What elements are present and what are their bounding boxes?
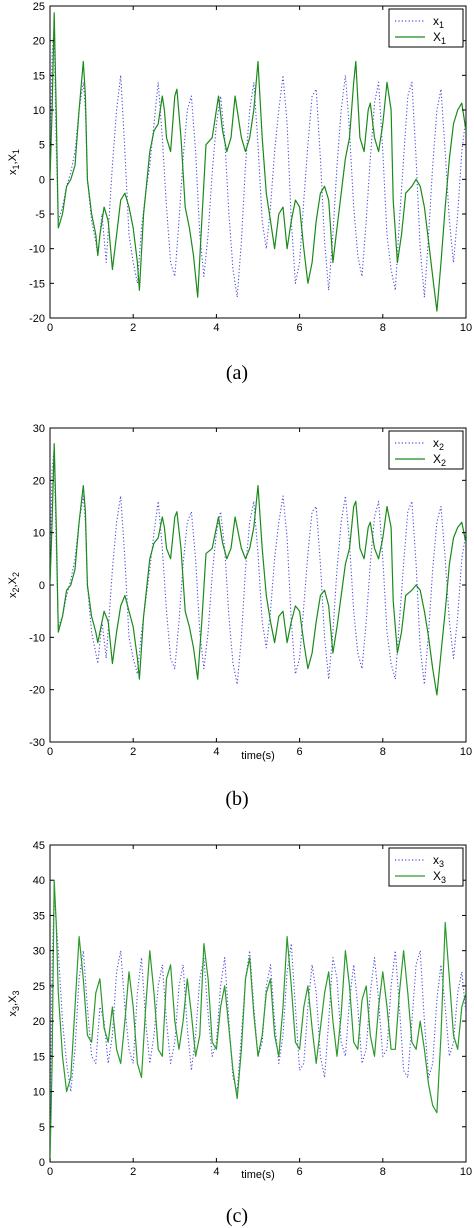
x-tick-label: 10 (460, 746, 472, 758)
y-tick-label: -10 (29, 632, 45, 644)
chart-panel-a: 0 2 4 6 8 10 -20 -15 -10 -5 0 5 10 15 20 25 x1,X1 x1 X1 (0, 0, 474, 340)
y-label-sub2: 2 (11, 572, 21, 577)
legend-label: x2 (433, 436, 444, 452)
x-tick-label: 10 (460, 322, 472, 334)
y-tick-label: 0 (39, 1157, 45, 1169)
y-tick-label: -20 (29, 685, 45, 697)
x-tick-label: 2 (130, 746, 136, 758)
x-tick-label: 8 (380, 746, 386, 758)
legend-box (388, 430, 464, 470)
caption-b: (b) (225, 788, 249, 810)
plot-frame (49, 844, 467, 1163)
y-axis-label: x2,X2 (7, 572, 21, 598)
y-tick-label: 35 (33, 910, 45, 922)
x-tick-label: 0 (47, 746, 53, 758)
y-tick-label: 30 (33, 423, 45, 435)
x-tick-label: 6 (297, 746, 303, 758)
x-tick-label: 6 (297, 1166, 303, 1178)
series-line-X (50, 879, 466, 1162)
y-tick-label: 0 (39, 580, 45, 592)
y-label-sub2: 3 (11, 991, 21, 996)
y-label-main: x (7, 592, 19, 598)
series-line-x (50, 26, 466, 298)
chart-c: 0 2 4 6 8 10051015202530354045time(s)x3,X3x3X… (7, 840, 472, 1181)
x-tick-label: 4 (213, 746, 219, 758)
y-tick-label: 10 (33, 528, 45, 540)
chart-panel-b: 0 2 4 6 8 10 -30 -20 -10 0 10 20 30 time(s) x2,X2 x2 X2 (0, 410, 474, 780)
x-tick-label: 2 (130, 1166, 136, 1178)
caption-a: (a) (225, 362, 249, 384)
x-tick-label: 8 (380, 1166, 386, 1178)
legend-label: x1 (433, 14, 444, 30)
x-tick-label: 2 (130, 322, 136, 334)
y-tick-label: 20 (33, 1016, 45, 1028)
plot-frame (49, 427, 467, 743)
y-label-sub1: 3 (11, 1006, 21, 1011)
y-tick-label: 25 (33, 1, 45, 13)
y-tick-label: 0 (39, 174, 45, 186)
y-label-mid: ,X (7, 995, 19, 1006)
x-tick-label: 0 (47, 322, 53, 334)
y-label-sub1: 1 (11, 164, 21, 169)
plot-frame (49, 5, 467, 319)
chart-panel-c: 0 2 4 6 8 10 0 5 10 15 20 25 30 35 40 45 time(s) x3,X3 x3 X… (0, 835, 474, 1197)
y-tick-label: 25 (33, 981, 45, 993)
y-tick-label: 45 (33, 840, 45, 852)
y-label-mid: ,X (7, 153, 19, 164)
legend-label: X1 (433, 30, 446, 46)
y-tick-label: 20 (33, 36, 45, 48)
legend-box (388, 847, 464, 887)
x-axis-label: time(s) (241, 1169, 275, 1181)
y-tick-label: 40 (33, 875, 45, 887)
x-tick-label: 8 (380, 322, 386, 334)
y-tick-label: -30 (29, 737, 45, 749)
y-tick-label: 10 (33, 1087, 45, 1099)
x-axis-label: time(s) (241, 750, 275, 762)
y-tick-label: -5 (35, 209, 45, 221)
y-label-mid: ,X (7, 576, 19, 587)
x-tick-label: 0 (47, 1166, 53, 1178)
legend-label: X2 (433, 452, 446, 468)
legend-label: X3 (433, 869, 446, 885)
x-tick-label: 4 (213, 1166, 219, 1178)
y-tick-label: 20 (33, 475, 45, 487)
y-tick-label: -10 (29, 244, 45, 256)
y-label-main: x (7, 169, 19, 175)
y-tick-label: 5 (39, 140, 45, 152)
y-tick-label: -15 (29, 278, 45, 290)
series-line-X (50, 12, 466, 312)
y-label-sub2: 1 (11, 149, 21, 154)
caption-c: (c) (225, 1205, 249, 1227)
y-label-sub1: 2 (11, 587, 21, 592)
x-tick-label: 4 (213, 322, 219, 334)
legend-box (388, 8, 464, 48)
y-axis-label: x3,X3 (7, 991, 21, 1017)
x-tick-label: 6 (297, 322, 303, 334)
y-tick-label: 15 (33, 1051, 45, 1063)
x-tick-label: 10 (460, 1166, 472, 1178)
y-tick-label: 15 (33, 70, 45, 82)
y-axis-label: x1,X1 (7, 149, 21, 175)
series-line-X (50, 443, 466, 696)
y-label-main: x (7, 1010, 19, 1016)
series-line-x (50, 448, 466, 685)
legend-label: x3 (433, 853, 444, 869)
y-tick-label: 5 (39, 1122, 45, 1134)
y-tick-label: 10 (33, 105, 45, 117)
y-tick-label: 30 (33, 946, 45, 958)
y-tick-label: -20 (29, 313, 45, 325)
